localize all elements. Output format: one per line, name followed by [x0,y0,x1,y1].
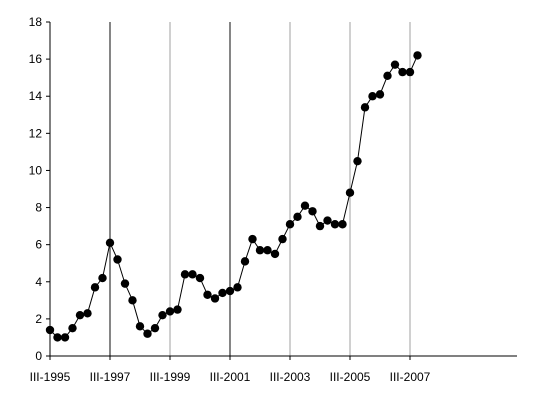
data-point-ii-1997 [98,273,107,283]
axes: 0 2 4 6 8 10 12 14 16 18 III-1995 III-1997 III-1999 I… [29,15,517,384]
y-tick-label-14: 14 [29,89,43,103]
y-tick-label-10: 10 [29,163,43,177]
data-point-iii-2001 [225,286,235,296]
y-tick-label-18: 18 [29,15,43,29]
data-point-ii-2005 [338,220,347,229]
data-point-iii-2005 [345,188,355,197]
y-tick-label-2: 2 [35,312,42,326]
data-point-i-2003 [270,249,280,259]
data-point-i-2001 [210,294,220,303]
data-point-i-2005 [330,220,340,229]
data-point-i-1999 [150,323,160,333]
data-point-iv-1996 [83,309,92,318]
data-point-iv-1997 [113,255,122,264]
data-point-ii-1998 [128,296,137,305]
data-point-i-1998 [120,279,130,288]
plot-area [50,22,517,356]
x-tick-label-iii-1995: III-1995 [30,370,71,384]
data-point-iii-1999 [165,307,175,316]
y-tick-label-6: 6 [35,238,42,252]
data-point-iii-2002 [255,246,265,255]
x-tick-label-iii-2005: III-2005 [330,370,371,384]
data-point-i-2007 [390,60,400,69]
y-tick-label-0: 0 [35,349,42,363]
data-point-ii-2006 [368,92,377,101]
data-point-i-1997 [90,283,100,292]
data-points [45,51,422,342]
data-point-ii-2001 [218,288,227,298]
data-point-iii-2004 [315,221,325,231]
data-point-ii-2007 [398,67,407,77]
data-point-ii-2004 [308,207,317,216]
chart-frame [50,22,517,356]
data-point-iv-2003 [293,212,302,222]
data-point-i-2004 [300,201,310,210]
data-point-iii-2006 [375,90,385,99]
data-point-ii-1999 [158,310,167,320]
data-point-iii-1998 [135,322,145,331]
data-point-i-1996 [60,333,70,342]
data-point-ii-2003 [278,234,287,244]
data-point-iv-2002 [263,246,272,255]
x-tick-label-iii-2001: III-2001 [210,370,251,384]
y-tick-label-16: 16 [29,52,43,66]
data-point-iv-2006 [383,71,392,81]
data-point-ii-2000 [188,270,197,279]
data-point-iv-1999 [173,305,182,314]
x-tick-label-iii-1997: III-1997 [90,370,131,384]
x-tick-label-iii-2003: III-2003 [270,370,311,384]
data-point-iv-2004 [323,216,332,225]
data-point-iv-1995 [53,333,62,342]
y-tick-label-12: 12 [29,126,43,140]
y-tick-label-4: 4 [35,275,42,289]
data-point-iii-1995 [45,325,55,335]
x-tick-label-iii-1999: III-1999 [150,370,191,384]
data-point-iii-1997 [105,238,115,248]
data-point-iii-1996 [75,310,85,320]
data-point-iv-2001 [233,283,242,292]
data-point-iii-2003 [285,220,295,229]
x-tick-label-iii-2007: III-2007 [390,370,431,384]
data-point-i-2000 [180,270,190,279]
data-point-i-2002 [240,257,250,266]
data-point-ii-2002 [248,234,257,244]
data-point-iv-2005 [353,156,362,166]
y-tick-label-8: 8 [35,201,42,215]
data-point-ii-1996 [68,323,77,333]
data-point-i-2006 [360,103,370,112]
data-point-iv-1998 [143,329,152,338]
data-point-iv-2000 [203,290,212,299]
data-point-iii-2000 [195,273,205,283]
data-point-iii-2007 [405,67,415,77]
data-point-iv-2007 [413,51,422,60]
